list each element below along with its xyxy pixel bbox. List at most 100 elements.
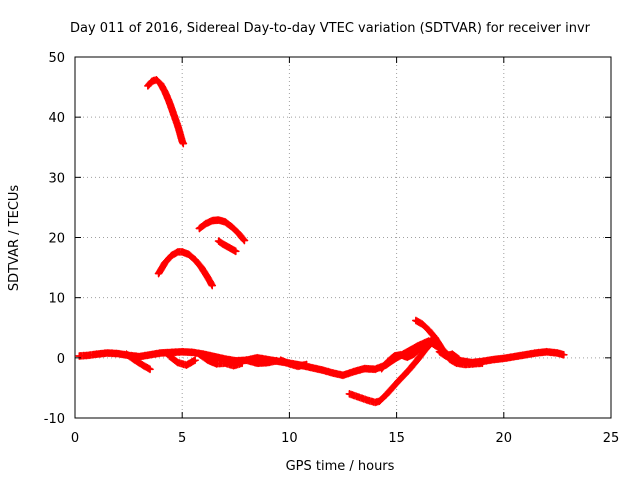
data-point xyxy=(123,351,130,358)
data-point xyxy=(191,357,199,364)
data-point xyxy=(434,342,441,349)
series-dip-2 xyxy=(165,352,199,369)
data-point xyxy=(155,270,162,277)
data-point xyxy=(185,251,192,258)
data-point xyxy=(425,326,432,334)
data-point xyxy=(224,243,231,250)
data-point xyxy=(161,88,169,96)
data-point xyxy=(449,351,456,358)
data-point xyxy=(221,218,229,226)
data-point xyxy=(371,366,379,373)
data-point xyxy=(416,345,424,352)
data-point xyxy=(470,360,477,368)
data-point xyxy=(378,365,385,372)
series-trace xyxy=(276,356,311,371)
data-point xyxy=(436,348,443,356)
data-point xyxy=(408,363,415,371)
data-point xyxy=(183,361,190,369)
series-mid-arc xyxy=(377,337,437,373)
data-point xyxy=(239,360,246,367)
data-point xyxy=(144,82,152,90)
data-point xyxy=(219,240,227,248)
series-dip-4 xyxy=(242,356,281,368)
axis-ticks: 0 5 10 15 20 25 -10 0 10 20 30 40 50 xyxy=(44,51,620,446)
data-point xyxy=(202,220,209,227)
data-point xyxy=(228,223,235,230)
data-point xyxy=(157,349,164,357)
series-post-arc xyxy=(427,337,487,369)
data-point xyxy=(136,353,143,360)
series-dip-1 xyxy=(122,350,154,374)
data-point xyxy=(479,360,486,367)
data-point xyxy=(382,391,390,399)
data-point xyxy=(303,361,310,368)
x-tick-label: 20 xyxy=(496,431,513,446)
data-point xyxy=(277,357,285,364)
data-point xyxy=(414,355,422,363)
chart-title: Day 011 of 2016, Sidereal Day-to-day VTE… xyxy=(70,21,591,36)
data-point xyxy=(500,355,507,362)
y-axis-label: SDTVAR / TECUs xyxy=(7,185,22,292)
data-point xyxy=(153,76,160,84)
data-point xyxy=(318,366,325,374)
data-point xyxy=(228,245,235,253)
data-point xyxy=(114,350,122,357)
data-point xyxy=(166,98,173,106)
data-point xyxy=(522,351,529,359)
data-point xyxy=(410,351,417,358)
data-point xyxy=(198,264,205,271)
data-point xyxy=(230,362,237,369)
data-point xyxy=(397,351,405,359)
data-point xyxy=(462,361,469,368)
data-point xyxy=(209,282,216,289)
grid-lines xyxy=(75,57,611,418)
data-point xyxy=(395,377,402,384)
data-point xyxy=(264,359,272,366)
series-trace xyxy=(154,248,217,290)
data-point xyxy=(423,339,430,346)
data-point xyxy=(350,368,357,375)
data-point xyxy=(401,370,409,378)
data-point xyxy=(389,384,396,392)
data-point xyxy=(84,352,92,359)
data-point xyxy=(419,320,426,328)
data-point xyxy=(384,358,392,365)
data-point xyxy=(191,256,199,263)
data-point xyxy=(131,357,139,364)
x-tick-label: 10 xyxy=(281,431,298,446)
data-point xyxy=(286,360,293,368)
y-tick-label: 20 xyxy=(48,232,65,247)
data-point xyxy=(241,237,248,244)
series-trace xyxy=(144,76,188,148)
data-point xyxy=(204,357,212,364)
series-arc-4 xyxy=(214,237,240,256)
data-point xyxy=(307,364,315,371)
series-dip-5 xyxy=(276,356,311,371)
data-point xyxy=(209,217,216,224)
data-point xyxy=(554,349,561,357)
data-point xyxy=(174,122,182,130)
data-point xyxy=(211,353,218,360)
data-point xyxy=(213,360,220,368)
y-tick-label: 30 xyxy=(48,171,65,186)
data-point xyxy=(140,362,147,369)
data-point xyxy=(204,274,212,282)
data-point xyxy=(196,225,203,232)
data-point xyxy=(179,248,186,256)
data-point xyxy=(196,351,203,358)
x-tick-label: 25 xyxy=(603,431,620,446)
y-tick-label: 50 xyxy=(48,51,65,66)
data-point xyxy=(532,349,540,357)
series-wiggle-1 xyxy=(435,347,463,363)
data-point xyxy=(103,349,111,357)
y-tick-label: 10 xyxy=(48,292,65,307)
data-point xyxy=(427,337,435,345)
data-point xyxy=(391,352,398,360)
data-point xyxy=(354,393,362,401)
data-point xyxy=(376,397,383,405)
y-tick-label: 0 xyxy=(57,352,65,367)
data-point xyxy=(148,77,156,85)
data-point xyxy=(412,317,420,324)
data-point xyxy=(455,355,462,363)
